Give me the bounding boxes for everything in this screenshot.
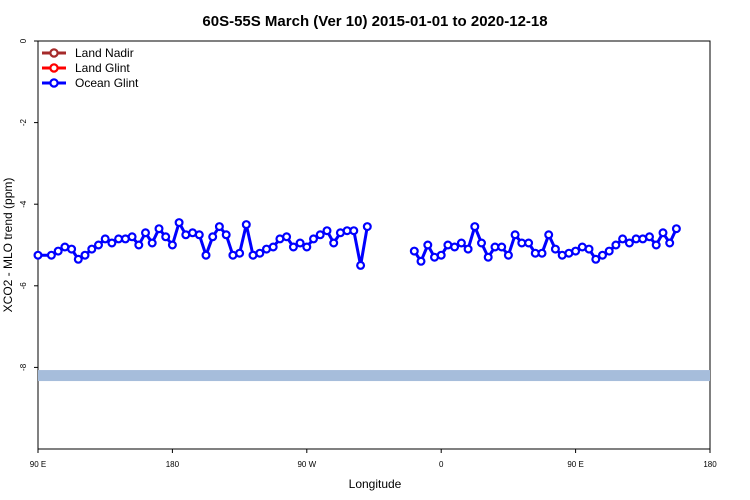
data-point <box>107 238 117 248</box>
data-point <box>268 242 278 252</box>
y-tick-label: -2 <box>19 118 28 126</box>
data-point <box>154 224 164 234</box>
band-layer <box>38 370 710 382</box>
x-axis: 90 E 180 90 W 0 90 E 180 <box>30 449 717 469</box>
data-point <box>624 238 634 248</box>
data-point <box>282 232 292 242</box>
data-point <box>161 232 171 242</box>
x-tick-label: 180 <box>703 460 717 469</box>
x-tick-label: 90 W <box>297 460 316 469</box>
data-point <box>450 242 460 252</box>
x-tick-label: 90 E <box>30 460 46 469</box>
plot-area <box>33 40 711 450</box>
data-point <box>33 250 43 260</box>
legend-label: Land Nadir <box>75 46 134 60</box>
series-layer <box>33 218 681 270</box>
legend-marker <box>49 63 59 73</box>
data-point <box>53 246 63 256</box>
data-point <box>591 254 601 264</box>
data-point <box>362 222 372 232</box>
data-point <box>618 234 628 244</box>
data-point <box>141 228 151 238</box>
data-point <box>174 218 184 228</box>
y-axis: 0 -2 -4 -6 -8 <box>19 38 38 371</box>
legend-marker <box>49 78 59 88</box>
data-point <box>295 238 305 248</box>
plot-frame <box>37 40 711 450</box>
data-point <box>194 230 204 240</box>
data-point <box>67 244 77 254</box>
data-point <box>221 230 231 240</box>
data-point <box>329 238 339 248</box>
x-tick-label: 180 <box>166 460 180 469</box>
y-tick-label: 0 <box>19 38 28 43</box>
data-point <box>349 226 359 236</box>
data-point <box>241 220 251 230</box>
data-point <box>611 240 621 250</box>
x-tick-label: 90 E <box>567 460 583 469</box>
data-point <box>483 252 493 262</box>
data-point <box>167 240 177 250</box>
data-point <box>46 250 56 260</box>
data-point <box>571 246 581 256</box>
data-point <box>87 244 97 254</box>
data-point <box>604 246 614 256</box>
y-axis-label: XCO2 - MLO trend (ppm) <box>1 178 15 313</box>
data-point <box>436 250 446 260</box>
data-point <box>423 240 433 250</box>
data-point <box>416 256 426 266</box>
data-point <box>147 238 157 248</box>
data-point <box>80 250 90 260</box>
data-point <box>544 230 554 240</box>
data-point <box>322 226 332 236</box>
data-point <box>463 244 473 254</box>
data-point <box>356 260 366 270</box>
data-point <box>477 238 487 248</box>
data-point <box>497 242 507 252</box>
data-point <box>214 222 224 232</box>
x-axis-label: Longitude <box>349 477 402 491</box>
legend-label: Land Glint <box>75 61 130 75</box>
data-point <box>93 240 103 250</box>
data-point <box>201 250 211 260</box>
data-point <box>665 238 675 248</box>
data-point <box>235 248 245 258</box>
y-tick-label: -4 <box>19 200 28 208</box>
data-point <box>255 248 265 258</box>
y-tick-label: -6 <box>19 282 28 290</box>
data-point <box>302 242 312 252</box>
data-point <box>597 250 607 260</box>
chart-title: 60S-55S March (Ver 10) 2015-01-01 to 202… <box>202 13 547 30</box>
data-point <box>671 224 681 234</box>
data-point <box>510 230 520 240</box>
data-point <box>73 254 83 264</box>
data-point <box>208 232 218 242</box>
data-point <box>288 242 298 252</box>
legend-label: Ocean Glint <box>75 76 139 90</box>
y-tick-label: -8 <box>19 363 28 371</box>
data-point <box>470 222 480 232</box>
data-point <box>503 250 513 260</box>
reference-band <box>38 370 710 382</box>
data-point <box>524 238 534 248</box>
data-point <box>309 234 319 244</box>
x-tick-label: 0 <box>439 460 444 469</box>
data-point <box>644 232 654 242</box>
legend-marker <box>49 48 59 58</box>
data-point <box>127 232 137 242</box>
data-point <box>409 246 419 256</box>
data-point <box>134 240 144 250</box>
data-point <box>537 248 547 258</box>
data-point <box>550 244 560 254</box>
data-point <box>100 234 110 244</box>
data-point <box>651 240 661 250</box>
data-point <box>584 244 594 254</box>
data-point <box>658 228 668 238</box>
data-point <box>456 238 466 248</box>
data-point <box>315 230 325 240</box>
